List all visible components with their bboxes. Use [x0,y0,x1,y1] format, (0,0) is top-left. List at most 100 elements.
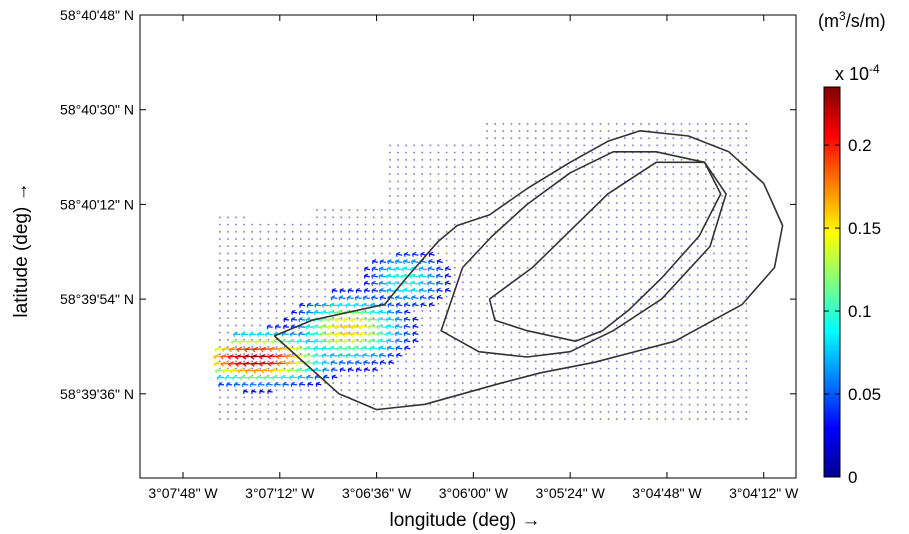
grid-point [413,375,415,377]
grid-point [453,360,456,363]
grid-point [664,324,667,327]
grid-point [607,137,610,139]
grid-point [445,173,448,175]
grid-point [648,382,650,384]
grid-point [591,295,594,298]
grid-point [259,360,262,363]
grid-point [607,209,610,211]
grid-point [745,346,748,348]
grid-point [624,137,626,139]
grid-point [421,331,424,334]
grid-point [713,202,715,204]
grid-point [551,259,553,262]
flow-arrow-head [267,353,274,358]
grid-point [243,411,245,413]
grid-point [453,339,456,341]
grid-point [543,324,545,327]
flow-arrow-head [386,266,392,270]
flow-arrow-head [331,290,334,294]
grid-point [340,259,343,262]
grid-point [737,259,739,262]
grid-point [599,245,602,247]
flow-arrow-head [404,309,409,313]
grid-point [494,324,496,327]
grid-point [243,252,245,255]
grid-point [486,310,488,312]
flow-arrow [367,333,378,336]
grid-point [664,360,667,363]
flow-arrow [387,303,395,307]
flow-arrow-head [244,370,248,374]
grid-point [510,267,513,269]
grid-point [397,166,399,168]
grid-point [534,418,537,420]
grid-point [559,353,561,355]
grid-point [591,281,594,283]
grid-point [259,231,262,233]
grid-point [551,382,553,384]
grid-point [372,411,375,413]
grid-point [534,252,537,255]
grid-point [543,310,545,312]
grid-point [219,317,221,319]
grid-point [615,389,618,391]
grid-point [632,245,634,247]
grid-point [632,159,634,161]
grid-point [729,166,731,168]
grid-point [332,259,334,262]
grid-point [737,382,739,384]
grid-point [615,267,618,269]
grid-point [405,375,407,377]
grid-point [340,310,343,312]
grid-point [737,389,739,391]
grid-point [243,259,245,262]
colorbar [823,86,841,478]
grid-point [583,209,586,211]
flow-arrow [386,318,395,321]
grid-point [672,389,675,391]
grid-point [696,382,699,384]
grid-point [599,339,602,341]
grid-point [745,238,748,240]
grid-point [348,331,351,334]
grid-point [453,346,456,348]
flow-arrow-head [354,295,360,299]
grid-point [445,331,448,334]
grid-point [648,375,650,377]
grid-point [656,418,658,420]
grid-point [510,130,513,132]
flow-arrow [428,260,435,264]
grid-point [648,403,650,406]
grid-point [745,245,748,247]
grid-point [672,403,675,406]
grid-point [429,339,432,341]
grid-point [745,209,748,211]
flow-arrow-head [304,346,310,350]
grid-point [381,382,383,384]
flow-arrow [396,253,403,256]
flow-arrow-head [320,312,324,316]
grid-point [470,231,472,233]
grid-point [429,353,432,355]
grid-point [526,317,529,319]
grid-point [583,151,586,154]
flow-arrow-head [401,289,405,294]
flow-arrow-head [294,362,298,367]
grid-point [534,173,537,175]
flow-arrow-head [412,251,417,255]
grid-point [300,346,302,348]
grid-point [486,216,488,219]
grid-point [559,166,561,168]
grid-point [502,231,505,233]
grid-point [259,281,262,283]
grid-point [607,310,610,312]
grid-point [664,346,667,348]
grid-point [235,303,237,305]
flow-arrow-head [305,326,308,330]
grid-point [591,317,594,319]
flow-arrow-head [353,302,359,306]
grid-point [729,331,731,334]
flow-arrow-head [259,389,264,392]
grid-point [648,173,650,175]
grid-point [243,353,245,355]
